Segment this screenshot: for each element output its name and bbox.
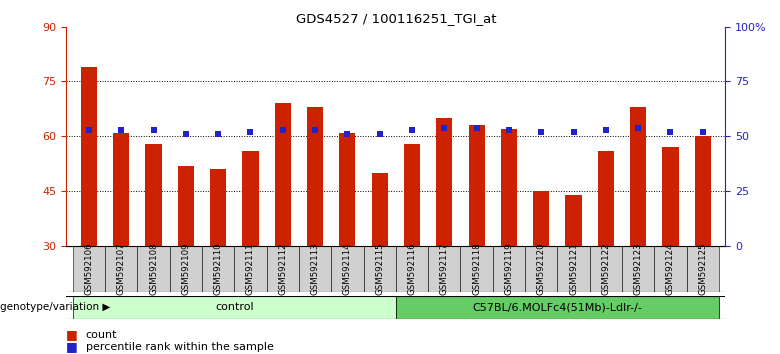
Bar xyxy=(170,246,202,292)
Text: GSM592125: GSM592125 xyxy=(698,243,707,295)
Bar xyxy=(686,246,719,292)
Bar xyxy=(307,107,323,246)
Text: GSM592114: GSM592114 xyxy=(343,243,352,295)
Bar xyxy=(178,166,194,246)
Bar xyxy=(113,133,129,246)
Bar xyxy=(662,147,679,246)
Text: GSM592120: GSM592120 xyxy=(537,243,546,295)
Bar xyxy=(81,67,97,246)
Bar xyxy=(396,296,719,319)
Bar xyxy=(267,246,299,292)
Text: GSM592109: GSM592109 xyxy=(181,243,190,295)
Bar xyxy=(210,169,226,246)
Bar xyxy=(202,246,234,292)
Bar xyxy=(428,246,460,292)
Text: genotype/variation ▶: genotype/variation ▶ xyxy=(0,302,111,312)
Bar xyxy=(534,191,549,246)
Bar xyxy=(404,144,420,246)
Bar xyxy=(73,246,105,292)
Bar xyxy=(436,118,452,246)
Bar xyxy=(105,246,137,292)
Bar xyxy=(460,246,493,292)
Bar xyxy=(501,129,517,246)
Text: GSM592115: GSM592115 xyxy=(375,243,385,295)
Bar xyxy=(371,173,388,246)
Text: GSM592108: GSM592108 xyxy=(149,243,158,295)
Bar xyxy=(137,246,170,292)
Bar xyxy=(493,246,525,292)
Bar xyxy=(234,246,267,292)
Bar xyxy=(630,107,647,246)
Bar xyxy=(469,125,484,246)
Bar xyxy=(622,246,654,292)
Text: ■: ■ xyxy=(66,328,78,341)
Bar xyxy=(558,246,590,292)
Text: ■: ■ xyxy=(66,341,78,353)
Text: GSM592116: GSM592116 xyxy=(407,243,417,295)
Bar xyxy=(332,246,363,292)
Text: GSM592123: GSM592123 xyxy=(633,243,643,295)
Title: GDS4527 / 100116251_TGI_at: GDS4527 / 100116251_TGI_at xyxy=(296,12,496,25)
Text: GSM592106: GSM592106 xyxy=(84,243,94,295)
Bar xyxy=(299,246,332,292)
Bar xyxy=(396,246,428,292)
Text: GSM592122: GSM592122 xyxy=(601,243,611,295)
Text: GSM592113: GSM592113 xyxy=(310,243,320,295)
Bar xyxy=(695,136,711,246)
Text: C57BL/6.MOLFc4(51Mb)-Ldlr-/-: C57BL/6.MOLFc4(51Mb)-Ldlr-/- xyxy=(473,302,643,312)
Text: control: control xyxy=(215,302,254,312)
Bar xyxy=(275,103,291,246)
Bar xyxy=(339,133,356,246)
Text: GSM592117: GSM592117 xyxy=(440,243,448,295)
Text: GSM592112: GSM592112 xyxy=(278,243,287,295)
Text: GSM592118: GSM592118 xyxy=(472,243,481,295)
Bar xyxy=(243,151,258,246)
Bar xyxy=(73,296,396,319)
Bar xyxy=(363,246,396,292)
Text: GSM592124: GSM592124 xyxy=(666,243,675,295)
Bar xyxy=(597,151,614,246)
Text: GSM592111: GSM592111 xyxy=(246,243,255,295)
Text: GSM592107: GSM592107 xyxy=(117,243,126,295)
Bar xyxy=(145,144,161,246)
Bar xyxy=(525,246,558,292)
Text: GSM592121: GSM592121 xyxy=(569,243,578,295)
Text: count: count xyxy=(86,330,117,339)
Bar xyxy=(566,195,582,246)
Text: percentile rank within the sample: percentile rank within the sample xyxy=(86,342,274,352)
Text: GSM592119: GSM592119 xyxy=(505,243,513,295)
Bar xyxy=(590,246,622,292)
Text: GSM592110: GSM592110 xyxy=(214,243,222,295)
Bar xyxy=(654,246,686,292)
